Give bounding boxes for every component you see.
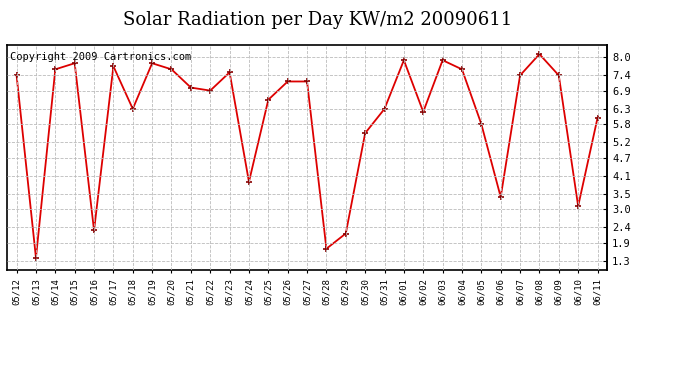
Text: Copyright 2009 Cartronics.com: Copyright 2009 Cartronics.com bbox=[10, 52, 191, 62]
Text: Solar Radiation per Day KW/m2 20090611: Solar Radiation per Day KW/m2 20090611 bbox=[123, 11, 512, 29]
